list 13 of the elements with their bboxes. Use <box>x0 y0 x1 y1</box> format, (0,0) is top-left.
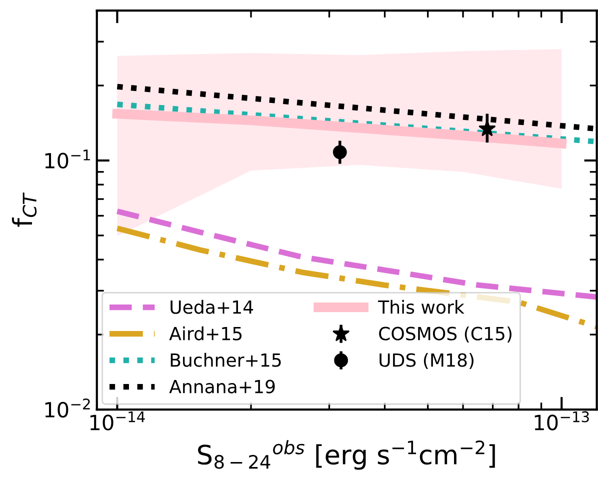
x-tick-label: 10$^{−13}$ <box>534 411 589 430</box>
y-axis-title: f$_{CT}$ <box>12 192 37 227</box>
y-tick-label: 10$^{−2}$ <box>45 398 90 418</box>
x-tick-label: 10$^{−14}$ <box>90 411 145 430</box>
legend-label: This work <box>378 300 464 314</box>
y-tick-label: 10$^{−1}$ <box>45 150 90 169</box>
legend-label: Ueda+14 <box>170 300 254 314</box>
legend-label: COSMOS (C15) <box>379 326 512 343</box>
legend-label: Aird+15 <box>169 326 242 340</box>
legend-label: Buchner+15 <box>170 352 281 367</box>
legend-label: UDS (M18) <box>380 352 474 370</box>
legend-label: Annana+19 <box>169 380 275 394</box>
x-axis-title: S$_{8−24}$$^{obs}$ [erg s$^{−1}$cm$^{−2}$] <box>198 440 495 470</box>
